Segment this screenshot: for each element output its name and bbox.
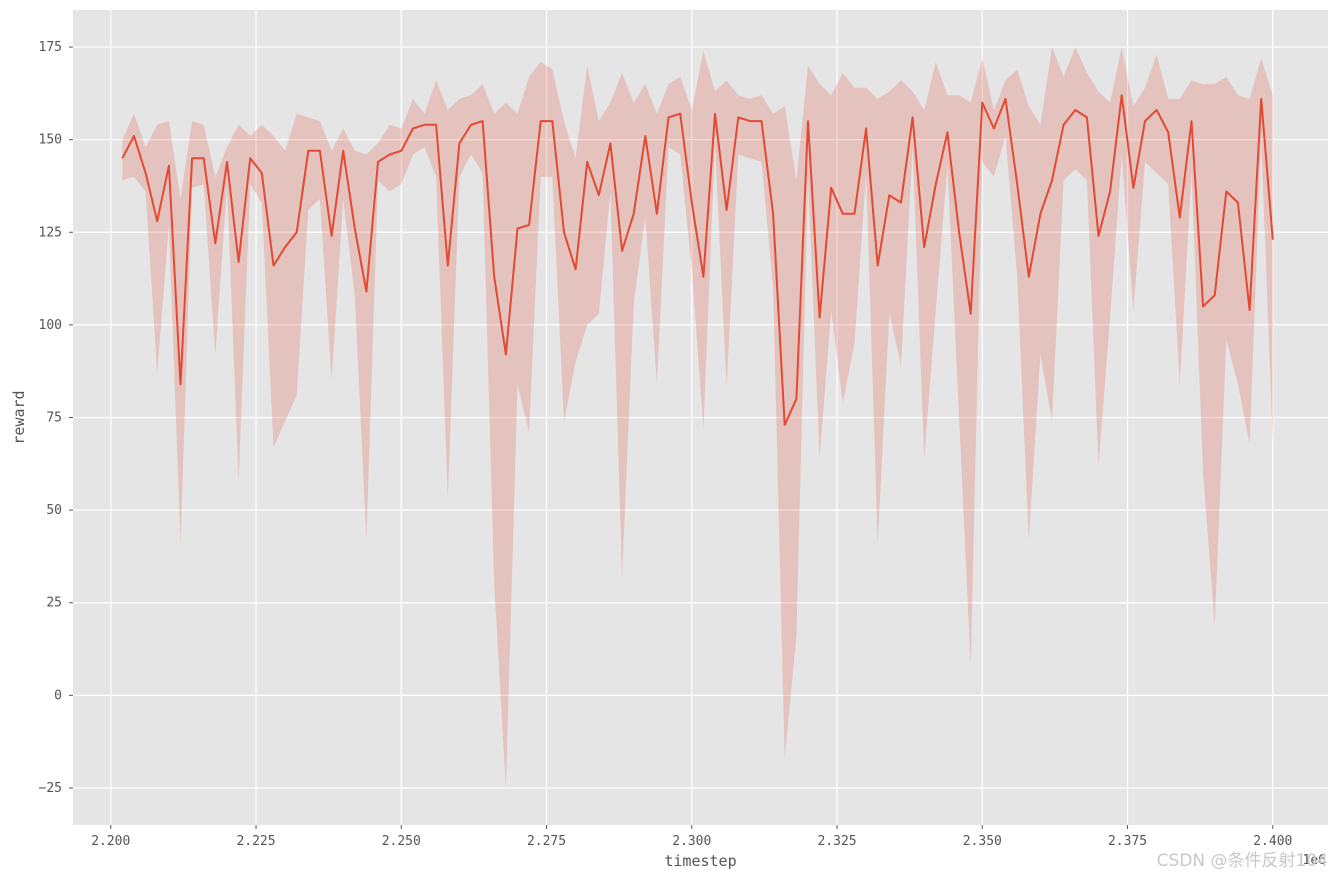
y-tick-label: 125: [39, 225, 62, 240]
confidence-band: [122, 47, 1273, 788]
x-tick-label: 2.275: [527, 834, 566, 849]
x-tick-label: 2.300: [672, 834, 711, 849]
y-tick-label: 0: [54, 688, 62, 703]
x-axis-label: timestep: [664, 852, 736, 870]
y-tick-label: 150: [39, 133, 62, 148]
x-axis-offset-text: 1e6: [1303, 853, 1326, 868]
x-tick-label: 2.200: [91, 834, 130, 849]
x-axis-ticks: 2.200 2.225 2.250 2.275 2.300 2.325 2.350 2.375…: [91, 825, 1292, 849]
series-line: [121, 94, 1274, 426]
x-tick-label: 2.250: [382, 834, 421, 849]
y-tick-label: −25: [39, 781, 62, 796]
y-axis-ticks: −25 0 25 50 75 100 125 150 175: [39, 40, 73, 796]
y-tick-label: 100: [39, 318, 62, 333]
x-tick-label: 2.350: [963, 834, 1002, 849]
y-axis-label: reward: [10, 390, 28, 444]
y-tick-label: 75: [46, 411, 62, 426]
y-tick-label: 50: [46, 503, 62, 518]
y-tick-label: 175: [39, 40, 62, 55]
x-tick-label: 2.225: [236, 834, 275, 849]
watermark: CSDN @条件反射104: [1156, 851, 1328, 871]
y-tick-label: 25: [46, 596, 62, 611]
x-tick-label: 2.400: [1253, 834, 1292, 849]
x-tick-label: 2.325: [817, 834, 856, 849]
x-tick-label: 2.375: [1108, 834, 1147, 849]
